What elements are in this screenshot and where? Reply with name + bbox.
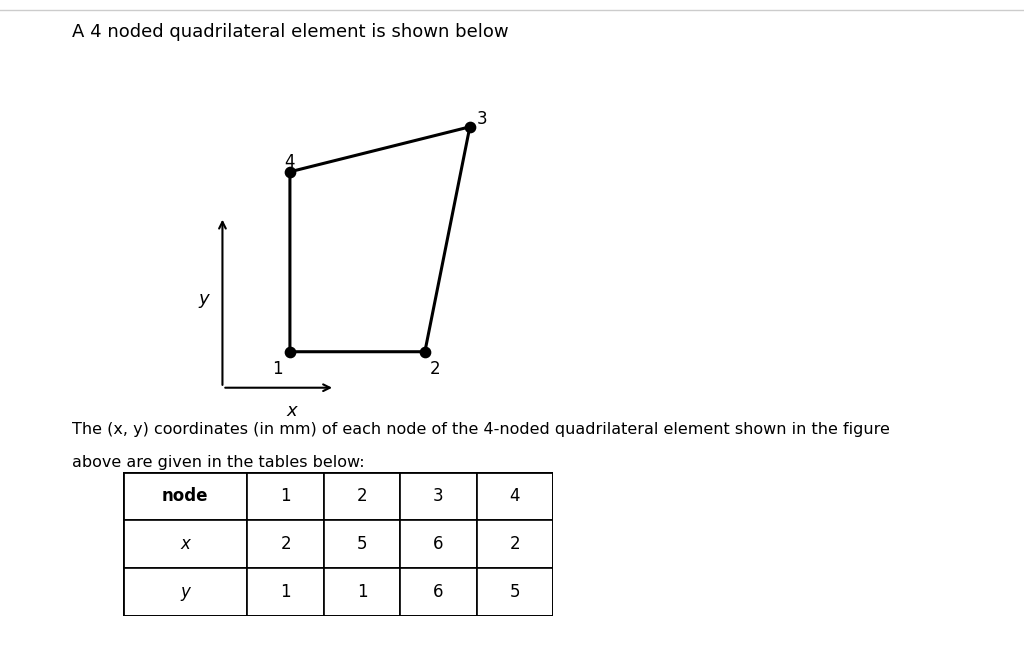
Text: x: x bbox=[287, 402, 298, 420]
Point bbox=[462, 122, 478, 132]
Text: above are given in the tables below:: above are given in the tables below: bbox=[72, 455, 365, 470]
Bar bbox=[248, 519, 324, 568]
Text: 2: 2 bbox=[356, 487, 368, 504]
Bar bbox=[324, 568, 400, 616]
Point bbox=[282, 346, 298, 357]
Text: 3: 3 bbox=[477, 110, 487, 128]
Bar bbox=[400, 472, 476, 519]
Bar bbox=[123, 568, 248, 616]
Bar bbox=[476, 568, 553, 616]
Text: 6: 6 bbox=[433, 583, 443, 601]
Point bbox=[417, 346, 433, 357]
Bar bbox=[400, 519, 476, 568]
Text: 4: 4 bbox=[510, 487, 520, 504]
Bar bbox=[324, 519, 400, 568]
Text: 4: 4 bbox=[285, 153, 295, 171]
Text: The (x, y) coordinates (in mm) of each node of the 4-noded quadrilateral element: The (x, y) coordinates (in mm) of each n… bbox=[72, 422, 890, 438]
Text: y: y bbox=[180, 583, 190, 601]
Text: 2: 2 bbox=[429, 360, 440, 378]
Text: 3: 3 bbox=[433, 487, 443, 504]
Bar bbox=[476, 472, 553, 519]
Text: 2: 2 bbox=[281, 534, 291, 553]
Bar bbox=[123, 519, 248, 568]
Bar bbox=[248, 472, 324, 519]
Point bbox=[282, 166, 298, 177]
Text: x: x bbox=[180, 534, 190, 553]
Text: 6: 6 bbox=[433, 534, 443, 553]
Text: 1: 1 bbox=[281, 583, 291, 601]
Text: 1: 1 bbox=[272, 360, 283, 378]
Text: 1: 1 bbox=[356, 583, 368, 601]
Text: 2: 2 bbox=[510, 534, 520, 553]
Bar bbox=[248, 568, 324, 616]
Text: 5: 5 bbox=[510, 583, 520, 601]
Bar bbox=[324, 472, 400, 519]
Text: 1: 1 bbox=[281, 487, 291, 504]
Text: 5: 5 bbox=[356, 534, 368, 553]
Text: A 4 noded quadrilateral element is shown below: A 4 noded quadrilateral element is shown… bbox=[72, 23, 508, 41]
Bar bbox=[123, 472, 248, 519]
Text: y: y bbox=[199, 290, 209, 308]
Bar bbox=[476, 519, 553, 568]
Text: node: node bbox=[162, 487, 208, 504]
Bar bbox=[400, 568, 476, 616]
